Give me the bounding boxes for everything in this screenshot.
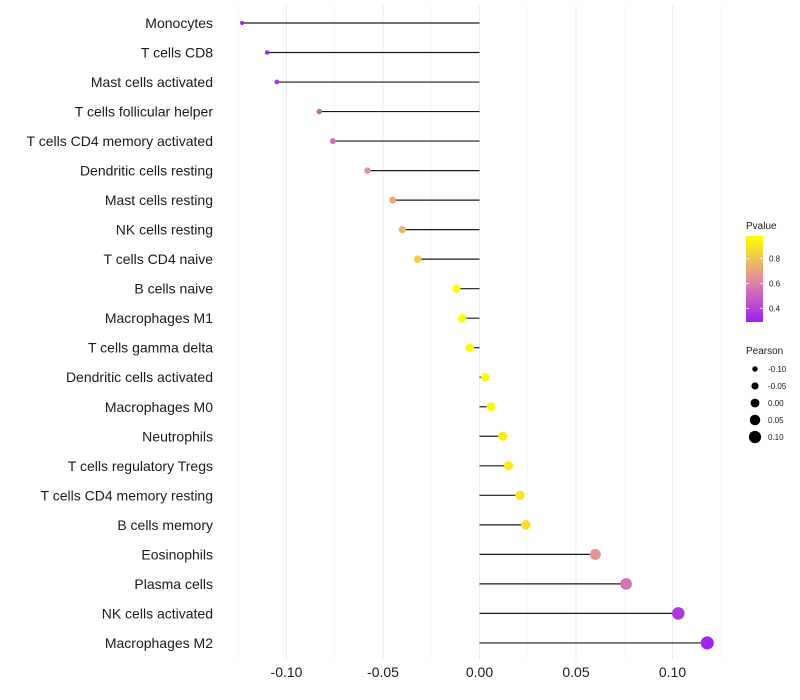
pearson-legend-title: Pearson [746, 346, 783, 357]
data-point [465, 343, 475, 352]
size-key-label: -0.10 [768, 365, 787, 374]
data-point [457, 314, 467, 323]
pearson-legend: Pearson -0.10 -0.05 0.00 0.05 0.10 [746, 346, 787, 444]
x-tick-label: 0.05 [562, 664, 589, 680]
y-tick-label: Mast cells activated [91, 74, 213, 90]
y-tick-label: Neutrophils [142, 428, 213, 444]
data-point [700, 636, 714, 650]
size-key-dot [750, 398, 760, 408]
colorbar-tick-label: 0.8 [769, 254, 781, 263]
y-tick-label: T cells follicular helper [75, 104, 214, 120]
colorbar-tick-label: 0.6 [769, 279, 781, 288]
y-tick-label: Dendritic cells resting [80, 163, 213, 179]
data-point [480, 372, 490, 382]
data-point [329, 138, 336, 144]
x-tick-label: 0.10 [659, 664, 686, 680]
data-point [452, 284, 461, 293]
y-tick-label: Mast cells resting [105, 192, 213, 208]
data-point [672, 607, 685, 620]
grid-lines [237, 5, 722, 660]
colorbar-tick-label: 0.4 [769, 304, 781, 313]
data-point [498, 431, 508, 441]
data-point [264, 50, 270, 55]
data-point [274, 79, 280, 85]
size-key-label: 0.05 [768, 416, 784, 425]
size-key-dot [749, 414, 761, 426]
data-point [240, 20, 245, 26]
y-tick-label: T cells CD8 [141, 45, 213, 61]
x-tick-label: 0.00 [466, 664, 493, 680]
data-point [316, 108, 323, 115]
y-tick-label: Monocytes [145, 15, 213, 31]
size-key-label: -0.05 [768, 382, 787, 391]
y-tick-label: T cells gamma delta [88, 340, 213, 356]
size-key-label: 0.10 [768, 433, 784, 442]
x-tick-label: -0.10 [271, 664, 303, 680]
y-tick-label: Eosinophils [141, 546, 213, 562]
y-tick-label: B cells memory [117, 517, 213, 533]
stems [242, 22, 708, 644]
y-tick-label: Macrophages M1 [105, 310, 213, 326]
y-tick-label: Plasma cells [134, 576, 213, 592]
y-tick-label: Dendritic cells activated [66, 369, 213, 385]
data-point [389, 196, 397, 204]
data-point [398, 226, 406, 234]
data-point [515, 490, 525, 501]
y-axis-labels: Monocytes T cells CD8 Mast cells activated… [27, 15, 214, 651]
points [240, 20, 714, 650]
y-tick-label: Macrophages M2 [105, 635, 213, 651]
y-tick-label: B cells naive [134, 281, 213, 297]
size-key-dot [751, 382, 759, 390]
y-tick-label: T cells regulatory Tregs [68, 458, 213, 474]
data-point [620, 578, 632, 590]
data-point [503, 461, 514, 471]
y-tick-label: NK cells activated [102, 605, 213, 621]
pvalue-colorbar [746, 236, 763, 322]
y-tick-label: T cells CD4 naive [104, 251, 214, 267]
pvalue-legend: Pvalue 0.4 0.6 0.8 [746, 221, 781, 322]
data-point [486, 402, 496, 412]
size-key-label: 0.00 [768, 399, 784, 408]
y-tick-label: Macrophages M0 [105, 399, 213, 415]
y-tick-label: T cells CD4 memory activated [27, 133, 213, 149]
y-tick-label: NK cells resting [116, 222, 213, 238]
data-point [413, 255, 422, 263]
data-point [364, 167, 371, 174]
y-tick-label: T cells CD4 memory resting [41, 487, 213, 503]
data-point [521, 520, 531, 530]
x-tick-label: -0.05 [367, 664, 399, 680]
size-key-dot [752, 366, 758, 372]
pvalue-legend-title: Pvalue [746, 221, 777, 232]
size-key-dot [748, 430, 762, 444]
data-point [589, 548, 601, 560]
x-axis-labels: -0.10 -0.05 0.00 0.05 0.10 [271, 664, 687, 680]
